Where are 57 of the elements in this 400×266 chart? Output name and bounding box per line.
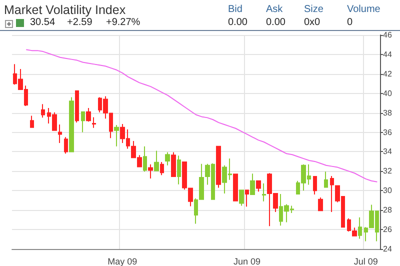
candlestick xyxy=(64,136,68,154)
text: +9.27% xyxy=(106,17,140,28)
candlestick xyxy=(114,124,119,147)
y-tick-label: 32 xyxy=(383,166,392,176)
candlestick xyxy=(358,216,362,240)
y-tick-label: 46 xyxy=(383,30,392,40)
text: 0 xyxy=(347,17,353,28)
y-tick-label: 26 xyxy=(383,225,392,234)
candlestick xyxy=(165,152,170,166)
y-tick-label: 30 xyxy=(383,186,392,196)
text: Size xyxy=(304,4,324,15)
candlestick xyxy=(233,174,238,202)
text: Bid xyxy=(228,4,242,15)
x-tick-label: May 09 xyxy=(108,256,138,266)
candlestick xyxy=(160,161,164,176)
line-series xyxy=(26,49,378,182)
candlestick xyxy=(313,176,317,196)
y-tick-label: 40 xyxy=(383,88,392,98)
text: Ask xyxy=(266,4,283,15)
y-tick-label: 24 xyxy=(383,244,392,254)
y-tick-label: 28 xyxy=(383,206,392,215)
candlestick xyxy=(69,96,74,152)
candlestick xyxy=(86,107,91,122)
candlestick xyxy=(250,173,255,196)
text: 0.00 xyxy=(228,17,248,28)
x-tick-label: Jun 09 xyxy=(233,256,260,266)
text: 0.00 xyxy=(266,17,286,28)
y-tick-label: 38 xyxy=(383,108,392,118)
candlestick xyxy=(171,152,176,178)
candlestick xyxy=(239,190,244,206)
candlestick xyxy=(75,90,79,124)
candlestick xyxy=(318,196,323,212)
candlestick xyxy=(143,146,147,172)
candlestick xyxy=(81,111,85,133)
y-tick-label: 36 xyxy=(383,128,392,137)
y-tick-label: 42 xyxy=(383,69,392,78)
text: +2.59 xyxy=(67,17,92,28)
candlestick xyxy=(30,115,34,128)
candlestick xyxy=(177,155,181,185)
chart-title: Market Volatility Index xyxy=(4,3,126,17)
candlestick xyxy=(154,150,159,172)
candlestick xyxy=(41,104,45,118)
text: 30.54 xyxy=(30,17,56,28)
candlestick xyxy=(58,124,62,144)
candlestick xyxy=(262,182,266,202)
x-tick-label: Jul 09 xyxy=(354,256,378,266)
candlestick xyxy=(92,116,96,128)
candlestick xyxy=(148,164,153,179)
candlestick xyxy=(245,190,249,208)
candlestick xyxy=(324,171,328,188)
candlestick xyxy=(330,176,334,213)
text: Volume xyxy=(347,4,380,15)
candlestick xyxy=(256,180,261,192)
candlestick xyxy=(216,146,221,188)
y-tick-label: 34 xyxy=(383,147,392,156)
y-tick-label: 44 xyxy=(383,50,392,59)
text: 0x0 xyxy=(304,17,320,28)
